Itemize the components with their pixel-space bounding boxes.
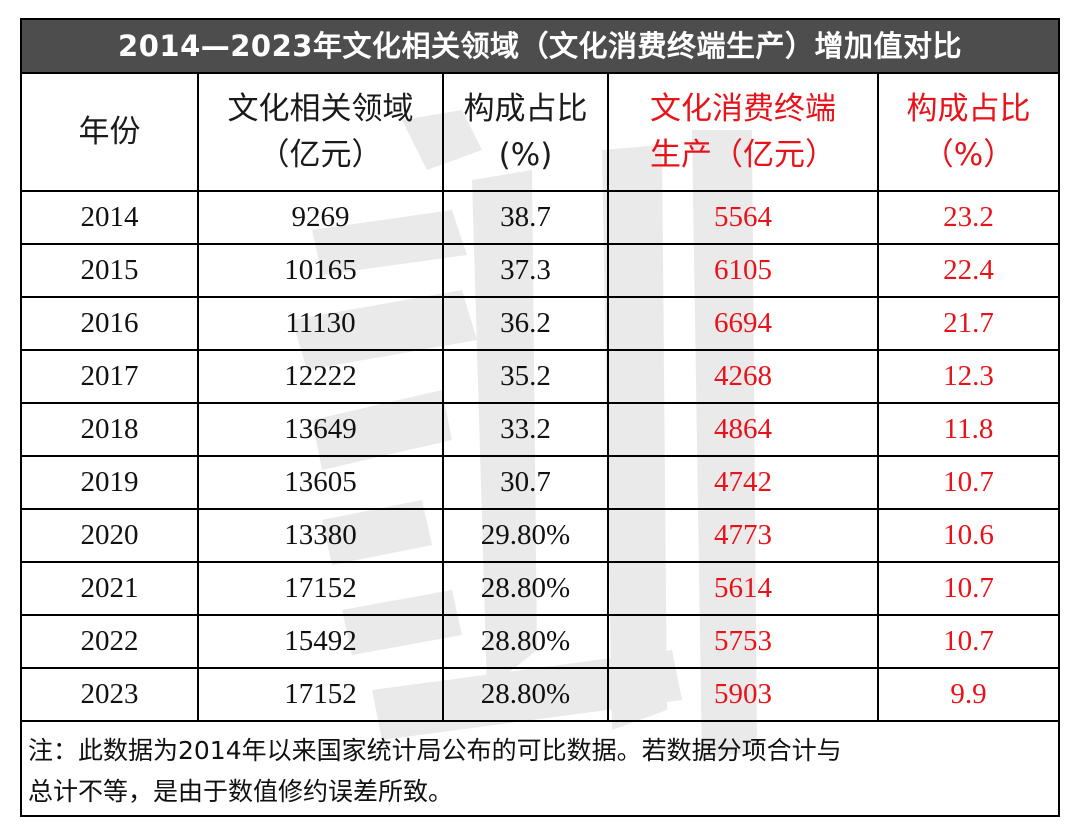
- footnote-line1: 注：此数据为2014年以来国家统计局公布的可比数据。若数据分项合计与: [28, 736, 842, 765]
- cell-share1: 28.80%: [442, 614, 609, 669]
- cell-terminal: 4742: [607, 455, 879, 510]
- table-row: 2016 11130 36.2 6694 21.7: [22, 296, 1058, 351]
- cell-related: 12222: [197, 349, 444, 404]
- cell-terminal: 6105: [607, 243, 879, 298]
- cell-share1: 30.7: [442, 455, 609, 510]
- table-row: 2019 13605 30.7 4742 10.7: [22, 455, 1058, 510]
- cell-terminal: 4773: [607, 508, 879, 563]
- cell-share1: 28.80%: [442, 561, 609, 616]
- cell-year: 2014: [22, 190, 199, 245]
- cell-share2: 21.7: [877, 296, 1058, 351]
- cell-share2: 10.7: [877, 455, 1058, 510]
- header-share1: 构成占比 (%): [442, 74, 609, 192]
- cell-terminal: 5753: [607, 614, 879, 669]
- cell-share1: 33.2: [442, 402, 609, 457]
- header-terminal: 文化消费终端 生产（亿元）: [607, 74, 879, 192]
- header-terminal-line2: 生产（亿元）: [650, 137, 836, 173]
- header-share2-line2: （%）: [922, 137, 1015, 173]
- cell-share2: 22.4: [877, 243, 1058, 298]
- cell-related: 13649: [197, 402, 444, 457]
- cell-terminal: 6694: [607, 296, 879, 351]
- header-related-line2: （亿元）: [258, 137, 383, 173]
- header-related-line1: 文化相关领域: [227, 91, 414, 127]
- cell-share1: 28.80%: [442, 667, 609, 722]
- data-table-card: 2014—2023年文化相关领域（文化消费终端生产）增加值对比 年份 文化相关领…: [20, 18, 1060, 817]
- cell-share1: 36.2: [442, 296, 609, 351]
- cell-related: 13380: [197, 508, 444, 563]
- cell-share1: 38.7: [442, 190, 609, 245]
- cell-share2: 10.7: [877, 614, 1058, 669]
- cell-share1: 37.3: [442, 243, 609, 298]
- cell-share2: 10.6: [877, 508, 1058, 563]
- table-row: 2014 9269 38.7 5564 23.2: [22, 190, 1058, 245]
- header-share2-line1: 构成占比: [906, 91, 1031, 127]
- table-row: 2015 10165 37.3 6105 22.4: [22, 243, 1058, 298]
- table-row: 2021 17152 28.80% 5614 10.7: [22, 561, 1058, 616]
- header-share1-line1: 构成占比: [463, 91, 588, 127]
- cell-related: 10165: [197, 243, 444, 298]
- cell-terminal: 5903: [607, 667, 879, 722]
- header-year: 年份: [22, 74, 199, 192]
- footnote-line2: 总计不等，是由于数值修约误差所致。: [28, 777, 454, 806]
- table-row: 2022 15492 28.80% 5753 10.7: [22, 614, 1058, 669]
- cell-terminal: 5564: [607, 190, 879, 245]
- table-row: 2023 17152 28.80% 5903 9.9: [22, 667, 1058, 722]
- header-related: 文化相关领域 （亿元）: [197, 74, 444, 192]
- cell-year: 2019: [22, 455, 199, 510]
- table-row: 2018 13649 33.2 4864 11.8: [22, 402, 1058, 457]
- cell-share1: 29.80%: [442, 508, 609, 563]
- table-row: 2017 12222 35.2 4268 12.3: [22, 349, 1058, 404]
- header-row: 年份 文化相关领域 （亿元） 构成占比 (%) 文化消费终端 生产（亿元） 构成…: [22, 74, 1058, 192]
- table-row: 2020 13380 29.80% 4773 10.6: [22, 508, 1058, 563]
- cell-related: 9269: [197, 190, 444, 245]
- cell-share2: 23.2: [877, 190, 1058, 245]
- cell-share2: 11.8: [877, 402, 1058, 457]
- cell-terminal: 4268: [607, 349, 879, 404]
- cell-related: 17152: [197, 561, 444, 616]
- cell-related: 13605: [197, 455, 444, 510]
- table-title: 2014—2023年文化相关领域（文化消费终端生产）增加值对比: [22, 20, 1058, 74]
- cell-year: 2017: [22, 349, 199, 404]
- cell-share1: 35.2: [442, 349, 609, 404]
- cell-related: 17152: [197, 667, 444, 722]
- cell-year: 2021: [22, 561, 199, 616]
- cell-year: 2023: [22, 667, 199, 722]
- cell-terminal: 5614: [607, 561, 879, 616]
- cell-year: 2022: [22, 614, 199, 669]
- header-share2: 构成占比 （%）: [877, 74, 1058, 192]
- cell-share2: 10.7: [877, 561, 1058, 616]
- cell-year: 2020: [22, 508, 199, 563]
- data-table: 年份 文化相关领域 （亿元） 构成占比 (%) 文化消费终端 生产（亿元） 构成…: [22, 74, 1058, 722]
- header-share1-line2: (%): [498, 137, 553, 173]
- cell-year: 2015: [22, 243, 199, 298]
- cell-year: 2018: [22, 402, 199, 457]
- header-terminal-line1: 文化消费终端: [650, 91, 836, 127]
- cell-share2: 9.9: [877, 667, 1058, 722]
- cell-share2: 12.3: [877, 349, 1058, 404]
- cell-year: 2016: [22, 296, 199, 351]
- cell-terminal: 4864: [607, 402, 879, 457]
- cell-related: 15492: [197, 614, 444, 669]
- cell-related: 11130: [197, 296, 444, 351]
- footnote: 注：此数据为2014年以来国家统计局公布的可比数据。若数据分项合计与 总计不等，…: [22, 722, 1058, 812]
